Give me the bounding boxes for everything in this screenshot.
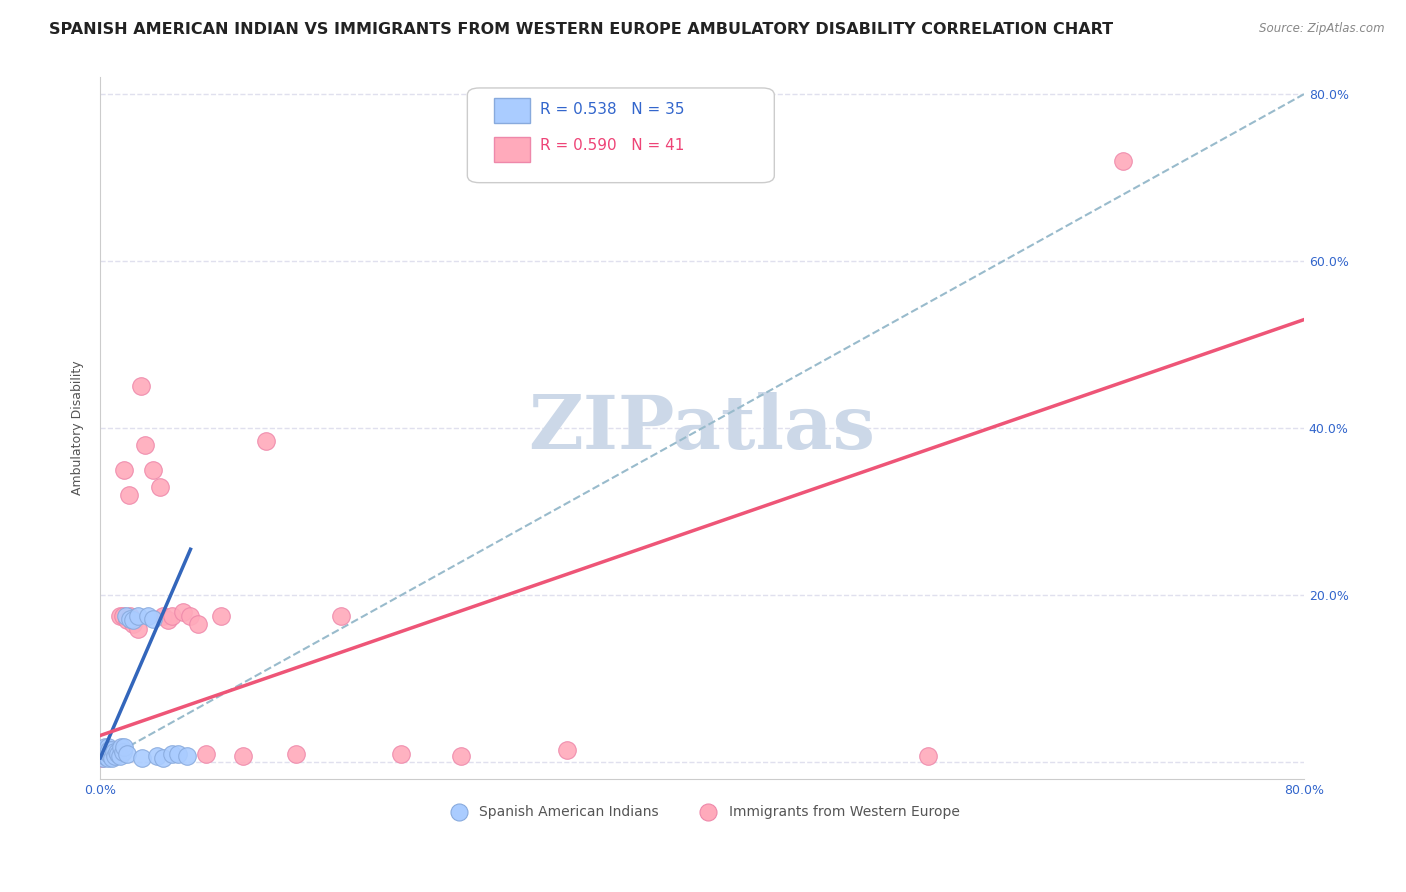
Point — [97, 745, 120, 759]
Point — [138, 609, 160, 624]
Point — [284, 747, 307, 761]
Point — [91, 747, 114, 761]
Point — [254, 434, 277, 448]
FancyBboxPatch shape — [467, 88, 775, 183]
Point — [176, 748, 198, 763]
Point — [105, 745, 128, 759]
Point — [120, 609, 142, 624]
Point — [172, 605, 194, 619]
Point — [108, 609, 131, 624]
Point — [450, 748, 472, 763]
Point — [90, 747, 112, 761]
Point — [162, 609, 184, 624]
Point — [100, 748, 122, 763]
Point — [91, 742, 114, 756]
Point — [134, 438, 156, 452]
Point — [129, 379, 152, 393]
Point — [96, 747, 118, 761]
Point — [97, 740, 120, 755]
Y-axis label: Ambulatory Disability: Ambulatory Disability — [72, 361, 84, 495]
Point — [149, 480, 172, 494]
Point — [122, 617, 145, 632]
Point — [101, 751, 124, 765]
Point — [103, 745, 125, 759]
Point — [104, 748, 127, 763]
Point — [93, 740, 115, 755]
Point — [917, 748, 939, 763]
Point — [209, 609, 232, 624]
Point — [152, 751, 174, 765]
Legend: Spanish American Indians, Immigrants from Western Europe: Spanish American Indians, Immigrants fro… — [439, 799, 965, 824]
Point — [111, 745, 134, 759]
Point — [98, 747, 121, 761]
Point — [97, 751, 120, 765]
Point — [90, 751, 112, 765]
Point — [127, 609, 149, 624]
Point — [120, 611, 142, 625]
Point — [117, 613, 139, 627]
Text: R = 0.590   N = 41: R = 0.590 N = 41 — [540, 138, 683, 153]
Point — [93, 748, 115, 763]
Point — [100, 742, 122, 756]
Point — [142, 611, 165, 625]
Point — [117, 747, 139, 761]
Point — [103, 747, 125, 761]
Point — [108, 748, 131, 763]
Point — [179, 609, 201, 624]
Point — [194, 747, 217, 761]
Point — [114, 609, 136, 624]
Point — [101, 745, 124, 759]
Text: Source: ZipAtlas.com: Source: ZipAtlas.com — [1260, 22, 1385, 36]
Point — [162, 747, 184, 761]
Point — [100, 747, 122, 761]
FancyBboxPatch shape — [494, 137, 530, 161]
Point — [96, 748, 118, 763]
Point — [131, 751, 153, 765]
Text: ZIPatlas: ZIPatlas — [529, 392, 876, 465]
Point — [127, 622, 149, 636]
Point — [389, 747, 412, 761]
Point — [107, 747, 129, 761]
Text: SPANISH AMERICAN INDIAN VS IMMIGRANTS FROM WESTERN EUROPE AMBULATORY DISABILITY : SPANISH AMERICAN INDIAN VS IMMIGRANTS FR… — [49, 22, 1114, 37]
Point — [110, 740, 132, 755]
Point — [96, 745, 118, 759]
Point — [187, 617, 209, 632]
Point — [232, 748, 254, 763]
Point — [93, 749, 115, 764]
Point — [1112, 153, 1135, 168]
FancyBboxPatch shape — [494, 98, 530, 123]
Point — [105, 745, 128, 759]
Point — [91, 751, 114, 765]
Point — [156, 613, 179, 627]
Point — [118, 488, 141, 502]
Point — [142, 463, 165, 477]
Point — [98, 742, 121, 756]
Point — [104, 742, 127, 756]
Point — [146, 748, 169, 763]
Text: R = 0.538   N = 35: R = 0.538 N = 35 — [540, 102, 685, 117]
Point — [107, 742, 129, 756]
Point — [98, 742, 121, 756]
Point — [112, 740, 135, 755]
Point — [112, 463, 135, 477]
Point — [152, 609, 174, 624]
Point — [330, 609, 353, 624]
Point — [167, 747, 190, 761]
Point — [122, 613, 145, 627]
Point — [111, 609, 134, 624]
Point — [555, 742, 578, 756]
